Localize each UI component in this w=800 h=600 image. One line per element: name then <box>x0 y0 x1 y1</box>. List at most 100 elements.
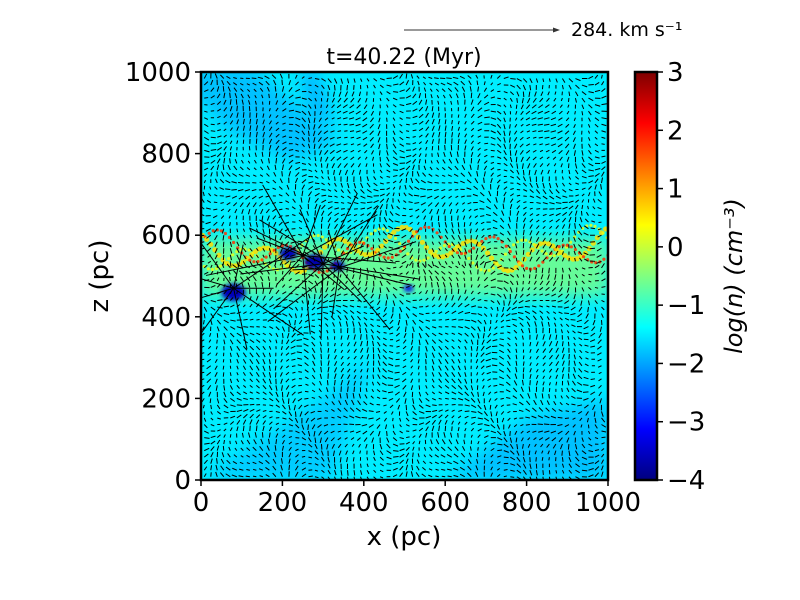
velocity-arrow <box>509 104 512 109</box>
velocity-arrow <box>359 327 362 334</box>
velocity-arrow <box>573 143 576 150</box>
velocity-arrow <box>509 156 513 163</box>
velocity-arrow <box>422 460 427 465</box>
velocity-arrow <box>516 84 521 90</box>
velocity-arrow <box>590 391 596 396</box>
velocity-arrow <box>226 75 231 79</box>
velocity-arrow <box>412 136 416 138</box>
velocity-arrow <box>337 130 342 132</box>
velocity-arrow <box>425 385 428 389</box>
velocity-arrow <box>366 375 369 379</box>
velocity-arrow <box>266 173 270 177</box>
velocity-arrow <box>229 352 232 357</box>
velocity-arrow <box>253 468 257 471</box>
velocity-arrow <box>594 143 599 147</box>
velocity-arrow <box>313 143 316 149</box>
velocity-arrow <box>539 280 544 286</box>
velocity-arrow <box>471 404 477 409</box>
velocity-arrow <box>438 425 440 432</box>
velocity-arrow <box>321 469 325 474</box>
velocity-arrow <box>362 430 368 435</box>
velocity-arrow <box>394 371 400 374</box>
velocity-arrow <box>471 319 477 323</box>
velocity-arrow <box>490 117 497 120</box>
velocity-arrow <box>347 386 349 392</box>
velocity-arrow <box>353 237 358 242</box>
velocity-arrow <box>320 156 322 162</box>
velocity-arrow <box>282 313 288 317</box>
velocity-arrow <box>477 299 482 301</box>
velocity-arrow <box>476 346 479 352</box>
velocity-arrow <box>249 241 253 245</box>
velocity-arrow <box>497 437 503 441</box>
filament-blob <box>419 239 426 245</box>
velocity-arrow <box>307 424 309 431</box>
velocity-arrow <box>516 274 520 278</box>
velocity-arrow <box>580 424 583 428</box>
velocity-arrow <box>392 186 396 190</box>
velocity-arrow <box>295 442 299 445</box>
velocity-arrow <box>568 267 572 272</box>
velocity-arrow <box>288 319 292 326</box>
velocity-arrow <box>492 339 498 342</box>
velocity-arrow <box>307 293 311 299</box>
velocity-arrow <box>268 126 273 132</box>
velocity-arrow <box>259 181 263 184</box>
velocity-arrow <box>410 352 414 357</box>
velocity-arrow <box>514 143 518 149</box>
velocity-arrow <box>292 267 340 271</box>
velocity-arrow <box>323 317 329 321</box>
velocity-arrow <box>535 380 539 386</box>
velocity-arrow <box>226 81 231 86</box>
velocity-arrow <box>581 280 585 285</box>
velocity-arrow <box>262 311 268 315</box>
velocity-arrow <box>535 470 538 476</box>
velocity-arrow <box>588 430 591 435</box>
velocity-arrow <box>399 265 403 269</box>
velocity-arrow <box>290 345 296 349</box>
velocity-arrow <box>355 415 361 419</box>
velocity-arrow <box>307 197 311 203</box>
velocity-arrow <box>490 278 496 282</box>
velocity-arrow <box>555 231 559 236</box>
velocity-arrow <box>347 236 351 243</box>
velocity-arrow <box>464 415 469 419</box>
velocity-arrow <box>255 352 260 358</box>
filament-blob <box>488 255 495 261</box>
velocity-arrow <box>568 463 572 468</box>
velocity-arrow <box>464 352 467 356</box>
velocity-arrow <box>483 313 488 317</box>
velocity-arrow <box>533 287 537 291</box>
velocity-arrow <box>203 130 209 134</box>
velocity-arrow <box>378 257 381 262</box>
velocity-arrow <box>558 149 563 155</box>
velocity-arrow <box>311 325 316 328</box>
velocity-arrow <box>201 242 234 289</box>
velocity-arrow <box>417 352 420 358</box>
velocity-arrow <box>558 287 563 293</box>
velocity-arrow <box>307 124 310 130</box>
velocity-arrow <box>343 97 348 103</box>
velocity-arrow <box>412 404 416 410</box>
velocity-arrow <box>487 384 492 388</box>
velocity-arrow <box>223 313 230 316</box>
velocity-arrow <box>485 352 491 356</box>
velocity-arrow <box>555 250 559 256</box>
velocity-arrow <box>366 340 369 347</box>
velocity-arrow <box>301 136 305 142</box>
velocity-arrow <box>483 441 488 445</box>
velocity-arrow <box>331 416 335 419</box>
velocity-arrow <box>281 93 286 99</box>
velocity-arrow <box>601 130 606 133</box>
velocity-arrow <box>537 110 544 114</box>
velocity-arrow <box>256 339 261 343</box>
velocity-arrow <box>560 163 563 168</box>
velocity-arrow <box>594 430 599 434</box>
velocity-arrow <box>575 91 579 97</box>
velocity-arrow <box>581 156 585 163</box>
velocity-arrow <box>350 437 355 441</box>
velocity-arrow <box>490 293 496 296</box>
velocity-arrow <box>225 466 231 471</box>
velocity-arrow <box>513 417 518 420</box>
velocity-arrow <box>464 248 467 254</box>
